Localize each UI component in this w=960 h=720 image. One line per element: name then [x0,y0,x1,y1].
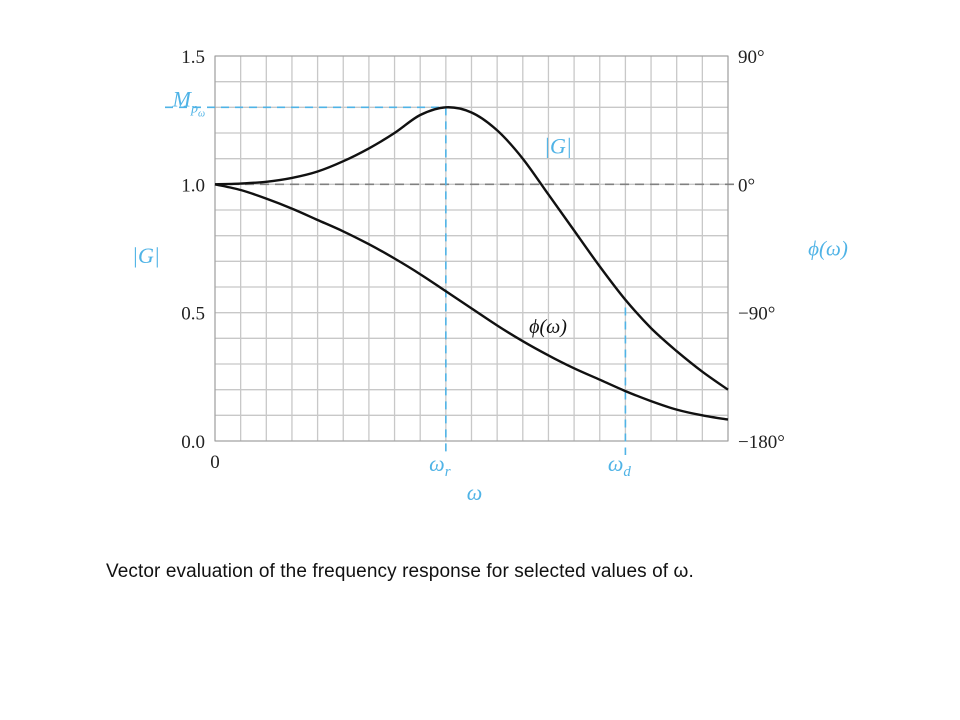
left-tick-label: 1.0 [181,175,205,196]
x-annotation-labels: ωr ωd [429,451,631,480]
magnitude-series-label: |G| [544,134,572,159]
left-axis-ticks: 0.0 0.5 1.0 1.5 [181,47,205,453]
right-tick-label: −90° [738,304,775,325]
left-tick-label: 1.5 [181,47,205,68]
magnitude-curve [214,106,729,391]
figure-caption: Vector evaluation of the frequency respo… [106,561,694,582]
peak-magnitude-label: Mpω [172,86,205,119]
right-tick-label: 90° [738,47,765,68]
phase-series-label: ϕ(ω) [529,316,567,338]
x-axis-label: ω [467,480,483,505]
right-axis-ticks: −180° −90° 0° 90° [738,47,785,453]
annotation-lines [165,106,627,455]
right-tick-label: 0° [738,175,755,196]
right-axis-label: ϕ(ω) [808,237,848,261]
left-tick-label: 0.0 [181,432,205,453]
x-tick-label-zero: 0 [210,452,220,473]
plot-frame [214,55,729,442]
left-tick-label: 0.5 [181,304,205,325]
chart-grid [214,55,729,442]
left-axis-label: |G| [132,243,160,268]
right-tick-label: −180° [738,432,785,453]
x-annotation-omega-d: ωd [608,451,632,480]
x-annotation-omega-r: ωr [429,451,451,480]
phase-curve [214,183,729,421]
